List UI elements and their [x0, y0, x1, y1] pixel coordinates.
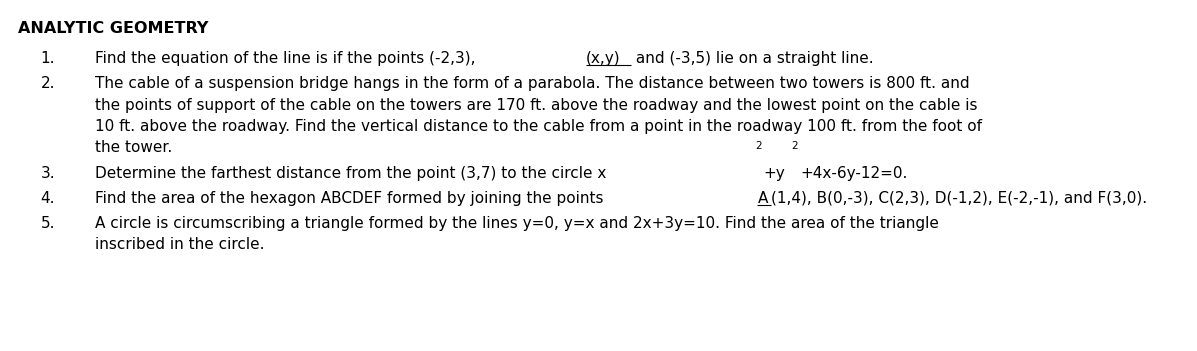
Text: ANALYTIC GEOMETRY: ANALYTIC GEOMETRY [18, 21, 208, 36]
Text: the points of support of the cable on the towers are 170 ft. above the roadway a: the points of support of the cable on th… [95, 98, 978, 113]
Text: inscribed in the circle.: inscribed in the circle. [95, 237, 265, 252]
Text: 2.: 2. [41, 76, 55, 91]
Text: The cable of a suspension bridge hangs in the form of a parabola. The distance b: The cable of a suspension bridge hangs i… [95, 76, 970, 91]
Text: A circle is circumscribing a triangle formed by the lines y=0, y=x and 2x+3y=10.: A circle is circumscribing a triangle fo… [95, 216, 938, 231]
Text: 2: 2 [755, 141, 761, 151]
Text: 4.: 4. [41, 191, 55, 206]
Text: A: A [758, 191, 767, 206]
Text: Find the equation of the line is if the points (-2,3),: Find the equation of the line is if the … [95, 51, 475, 66]
Text: 2: 2 [791, 141, 798, 151]
Text: 1.: 1. [41, 51, 55, 66]
Text: Find the area of the hexagon ABCDEF formed by joining the points: Find the area of the hexagon ABCDEF form… [95, 191, 608, 206]
Text: +y: +y [764, 166, 785, 180]
Text: +4x-6y-12=0.: +4x-6y-12=0. [800, 166, 907, 180]
Text: Determine the farthest distance from the point (3,7) to the circle x: Determine the farthest distance from the… [95, 166, 607, 180]
Text: the tower.: the tower. [95, 140, 172, 155]
Text: and (-3,5) lie on a straight line.: and (-3,5) lie on a straight line. [631, 51, 874, 66]
Text: (1,4), B(0,-3), C(2,3), D(-1,2), E(-2,-1), and F(3,0).: (1,4), B(0,-3), C(2,3), D(-1,2), E(-2,-1… [771, 191, 1147, 206]
Text: 3.: 3. [41, 166, 55, 180]
Text: 5.: 5. [41, 216, 55, 231]
Text: 10 ft. above the roadway. Find the vertical distance to the cable from a point i: 10 ft. above the roadway. Find the verti… [95, 119, 982, 134]
Text: (x,y): (x,y) [587, 51, 620, 66]
